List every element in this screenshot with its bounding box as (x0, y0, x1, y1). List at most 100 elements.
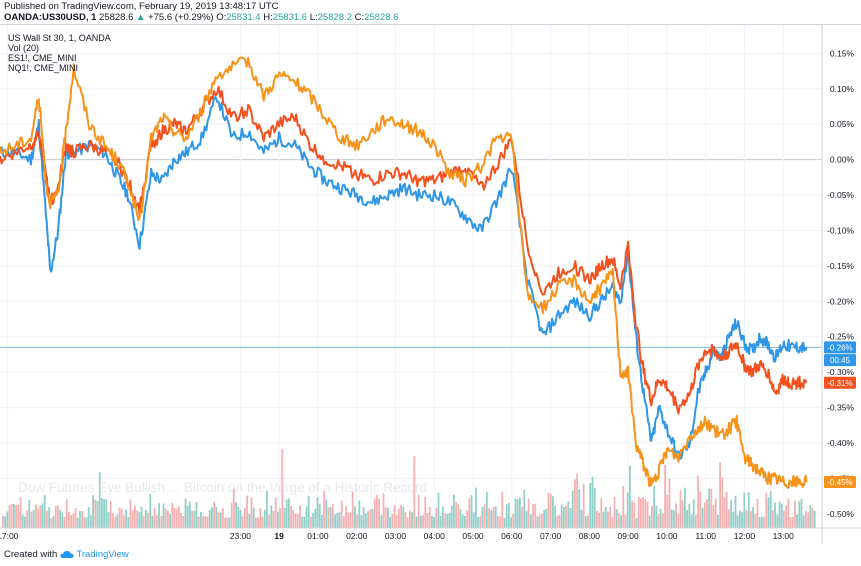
volume-bar (63, 516, 66, 528)
volume-bar (552, 496, 554, 528)
volume-bar (70, 515, 72, 528)
x-tick-label: 11:00 (695, 531, 716, 541)
volume-bar (94, 499, 97, 528)
volume-bar (222, 507, 224, 528)
volume-bar (8, 505, 11, 528)
volume-bar (281, 448, 284, 528)
volume-bar (796, 514, 798, 528)
volume-bar (754, 513, 757, 528)
volume-bar (543, 510, 545, 528)
volume-bar (532, 504, 534, 528)
volume-bar (477, 517, 479, 528)
volume-bar (785, 505, 787, 528)
volume-bar (378, 498, 380, 528)
volume-bar (527, 498, 530, 528)
volume-bar (123, 515, 125, 528)
volume-bar (112, 513, 114, 528)
volume-bar (585, 516, 587, 528)
volume-bar (730, 500, 732, 528)
volume-bar (83, 516, 86, 528)
volume-bar (125, 509, 127, 528)
volume-bar (4, 516, 6, 528)
last-value-badge-label: -0.31% (827, 379, 852, 388)
volume-bar (655, 505, 658, 528)
volume-bar (54, 505, 57, 528)
y-tick-label: 0.15% (830, 48, 855, 58)
legend-es-series[interactable]: ES1!, CME_MINI (8, 53, 77, 63)
change-value: +75.6 (+0.29%) (148, 12, 214, 23)
volume-bar (635, 517, 638, 528)
open-value: 25831.4 (226, 12, 261, 23)
volume-bar (360, 515, 363, 528)
volume-bar (538, 514, 541, 528)
volume-bar (114, 516, 116, 528)
volume-bar (19, 496, 22, 528)
x-tick-label: 13:00 (773, 531, 795, 541)
volume-bar (217, 512, 220, 528)
volume-bar (640, 498, 642, 528)
tradingview-brand[interactable]: TradingView (76, 549, 129, 560)
volume-bar (805, 510, 807, 528)
volume-bar (783, 510, 785, 528)
volume-bar (756, 498, 759, 528)
volume-bar (68, 511, 70, 528)
volume-bar (213, 501, 215, 528)
volume-bar (549, 493, 552, 528)
volume-bar (255, 517, 257, 528)
volume-bar (574, 479, 576, 528)
volume-bar (571, 490, 574, 528)
volume-bar (105, 498, 108, 528)
volume-bar (215, 506, 218, 528)
volume-bar (343, 515, 345, 528)
x-tick-label: 06:00 (501, 531, 523, 541)
volume-bar (39, 505, 42, 528)
volume-bar (774, 502, 776, 528)
volume-bar (464, 516, 466, 528)
legend-main-series[interactable]: US Wall St 30, 1, OANDA (8, 33, 111, 43)
volume-bar (521, 506, 523, 528)
volume-bar (536, 516, 539, 528)
close-value: 25828.6 (364, 12, 399, 23)
volume-bar (710, 488, 713, 528)
volume-bar (662, 513, 664, 528)
volume-bar (173, 507, 176, 528)
legend-nq-series[interactable]: NQ1!, CME_MINI (8, 63, 79, 73)
volume-bar (285, 499, 288, 528)
volume-bar (87, 507, 90, 528)
volume-bar (736, 515, 739, 528)
volume-bar (327, 507, 330, 528)
volume-bar (358, 500, 361, 528)
last-value-badge-label: -0.26% (827, 343, 852, 352)
ohlc-bar: OANDA:US30USD, 1 25828.6 ▲ +75.6 (+0.29%… (4, 12, 398, 23)
volume-bar (312, 513, 314, 528)
volume-bar (191, 510, 193, 528)
volume-bar (809, 505, 812, 528)
volume-bar (162, 503, 165, 528)
volume-bar (266, 490, 268, 528)
high-value: 25831.6 (272, 12, 308, 23)
symbol-label[interactable]: OANDA:US30USD, 1 (4, 12, 97, 23)
legend-volume[interactable]: Vol (20) (8, 43, 40, 53)
x-tick-label: 10:00 (656, 531, 678, 541)
volume-bar (582, 483, 585, 528)
volume-bar (714, 498, 717, 528)
volume-bar (200, 511, 202, 528)
volume-bar (780, 503, 783, 528)
volume-bar (237, 506, 240, 528)
volume-bar (732, 511, 735, 528)
volume-bar (10, 503, 13, 528)
volume-bar (406, 517, 409, 528)
volume-bar (274, 497, 277, 528)
volume-bar (248, 514, 251, 528)
x-tick-label: 17:00 (0, 531, 19, 541)
y-tick-label: -0.10% (827, 225, 854, 235)
volume-bar (349, 512, 352, 528)
volume-bar (182, 515, 185, 528)
volume-bar (382, 492, 385, 528)
volume-bar (145, 509, 147, 528)
volume-bar (468, 498, 471, 528)
volume-bar (257, 517, 259, 528)
volume-bar (292, 510, 295, 528)
created-with-label: Created with (4, 549, 58, 560)
